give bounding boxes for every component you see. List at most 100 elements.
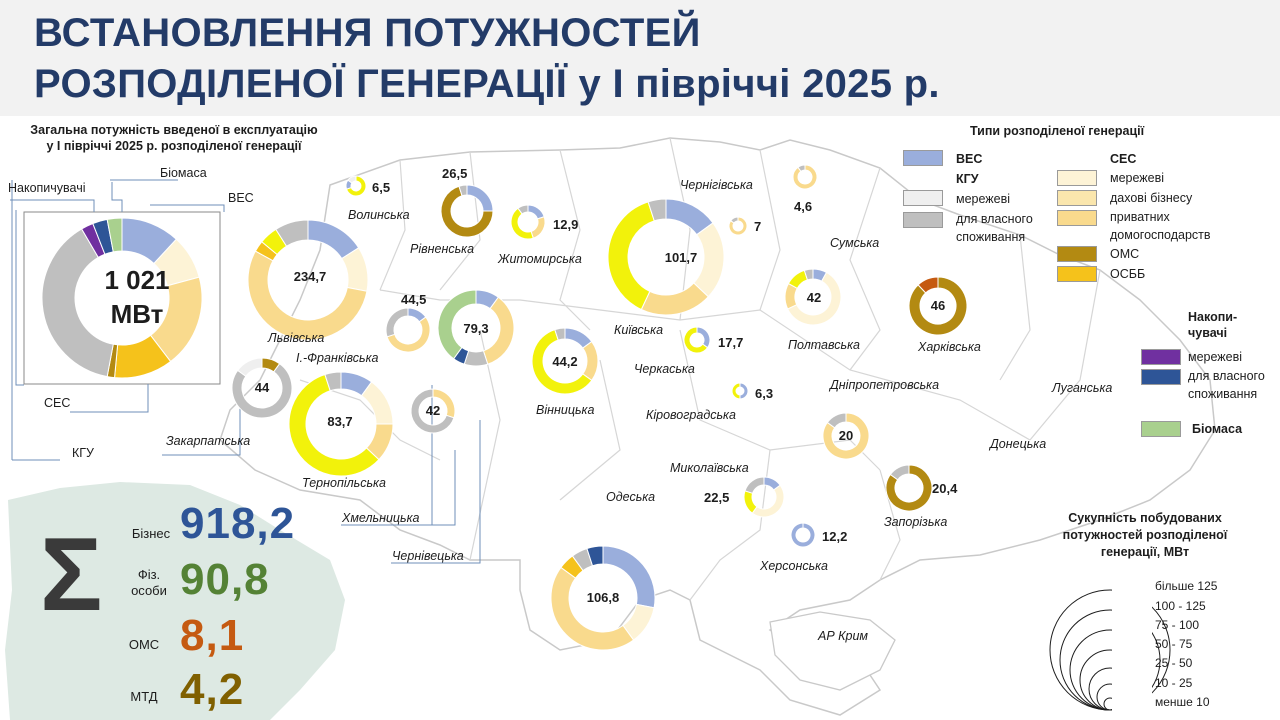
size-legend-title-line1: Сукупність побудованих (1068, 511, 1222, 525)
region-donut-kirovohrad (731, 382, 749, 400)
region-donut-volyn-segment (347, 175, 357, 184)
total-title-line-1: Загальна потужність введеної в експлуата… (30, 123, 318, 137)
region-label-poltava: Полтавська (788, 338, 860, 352)
region-donut-kharkiv-segment (917, 276, 939, 294)
legend-label-ses-home-line1: приватних (1110, 210, 1170, 224)
sum-value-business: 918,2 (180, 499, 296, 548)
size-legend-item: 10 - 25 (1155, 676, 1193, 690)
region-value-khmelnytskyi: 79,3 (463, 321, 489, 336)
legend-swatch-ses-osbb (1057, 266, 1097, 282)
region-donut-zaporizhzhia-segment (889, 464, 910, 481)
region-label-ternopil: Тернопільська (302, 476, 386, 490)
legend-label-ses-roof: дахові бізнесу (1110, 191, 1193, 205)
legend-label-kgu-own-line2: споживання (956, 230, 1026, 244)
region-value-poltava: 42 (806, 290, 822, 305)
legend-swatch-kgu-grid (903, 190, 943, 206)
legend-swatch-storage-grid (1141, 349, 1181, 365)
legend-label-biomass: Біомаса (1192, 422, 1243, 436)
region-value-ternopil: 83,7 (327, 414, 353, 429)
legend-swatch-ves (903, 150, 943, 166)
legend-label-storage-own: для власного споживання (1188, 367, 1265, 403)
region-value-kirovohrad: 6,3 (755, 386, 774, 401)
sum-label-individuals: Фіз. особи (124, 567, 174, 599)
region-label-crimea: АР Крим (818, 629, 868, 643)
legend-swatch-ses-oms (1057, 246, 1097, 262)
region-value-mykolaiv: 22,5 (704, 490, 730, 505)
region-label-chernivtsi: Чернівецька (392, 549, 464, 563)
region-donut-cherkasy (683, 326, 711, 354)
region-donut-zhytomyr (510, 204, 546, 240)
region-label-odesa: Одеська (606, 490, 656, 504)
region-label-zaporizhzhia: Запорізька (884, 515, 948, 529)
region-donut-chernihiv-segment (728, 216, 748, 236)
region-label-sumy: Сумська (830, 236, 880, 250)
donuts-layer (41, 164, 968, 651)
region-donut-lviv-segment (247, 250, 368, 341)
size-legend-item: менше 10 (1155, 695, 1210, 709)
region-donut-kharkiv-segment (908, 276, 968, 336)
page-title: ВСТАНОВЛЕННЯ ПОТУЖНОСТЕЙ РОЗПОДІЛЕНОЇ ГЕ… (34, 8, 940, 110)
total-donut-segment (106, 217, 123, 253)
region-label-kherson: Херсонська (760, 559, 828, 573)
region-label-mykolaiv: Миколаївська (670, 461, 749, 475)
total-capacity-value: 1 021 МВт (62, 263, 212, 331)
region-donut-zakarpattia-segment (237, 357, 263, 377)
legend-label-ses-oms: ОМС (1110, 247, 1140, 261)
sum-value-oms: 8,1 (180, 611, 245, 660)
region-donut-zakarpattia-segment (231, 363, 293, 419)
total-donut (41, 217, 203, 379)
region-donut-mykolaiv-segment (744, 476, 765, 494)
legend-label-ses-osbb: ОСББ (1110, 267, 1146, 281)
region-donut-vinnytsia (531, 327, 599, 395)
region-donut-rivne (440, 184, 494, 238)
region-donut-chernivtsi (410, 388, 456, 434)
region-value-cherkasy: 17,7 (718, 335, 744, 350)
sigma-symbol: Σ (40, 517, 103, 633)
callout-storage: Накопичувачі (8, 181, 86, 195)
size-legend-item: 100 - 125 (1155, 599, 1206, 613)
sum-value-mtd: 4,2 (180, 665, 245, 714)
legend-label-ses-home-line2: домогосподарств (1110, 228, 1211, 242)
size-legend-circles (1049, 575, 1171, 715)
region-label-zhytomyr: Житомирська (498, 252, 582, 266)
region-value-sumy: 4,6 (794, 199, 813, 214)
region-label-kyiv: Київська (614, 323, 664, 337)
total-capacity-title: Загальна потужність введеної в експлуата… (4, 122, 344, 154)
region-label-lviv: Львівська (268, 331, 325, 345)
legend-title: Типи розподіленої генерації (970, 124, 1145, 138)
region-donut-chernivtsi-segment (410, 388, 455, 434)
region-donut-zakarpattia (231, 357, 293, 419)
region-label-zakarpattia: Закарпатська (166, 434, 251, 448)
region-donut-kharkiv (908, 276, 968, 336)
total-title-line-2: у І півріччі 2025 р. розподіленої генера… (46, 139, 302, 153)
legend-label-storage-line1: Накопи- (1188, 310, 1238, 324)
region-donut-sumy (792, 164, 818, 190)
legend-swatch-ses-home (1057, 210, 1097, 226)
legend-swatch-storage-own (1141, 369, 1181, 385)
region-label-khmelnytskyi: Хмельницька (342, 511, 420, 525)
sum-label-mtd: МТД (130, 689, 158, 704)
region-donut-zaporizhzhia (885, 464, 933, 512)
callout-biomass: Біомаса (160, 166, 207, 180)
region-value-chernivtsi: 42 (425, 403, 441, 418)
region-donut-zhytomyr-segment (517, 204, 529, 215)
region-value-lviv: 234,7 (293, 269, 327, 284)
sum-value-individuals: 90,8 (180, 555, 270, 604)
region-value-zhytomyr: 12,9 (553, 217, 579, 232)
crimea-shape (769, 611, 896, 691)
region-donut-dnipro-segment (826, 412, 847, 429)
sum-label-oms: ОМС (128, 637, 160, 652)
size-legend-mask (1112, 575, 1152, 715)
legend-swatch-kgu-own (903, 212, 943, 228)
size-legend-item: 75 - 100 (1155, 618, 1200, 632)
sum-label-individuals-line1: Фіз. (137, 567, 161, 582)
region-donut-volyn-segment (345, 175, 367, 197)
total-value-number: 1 021 (104, 265, 170, 295)
region-donut-odesa (550, 545, 656, 651)
region-label-chernihiv: Чернігівська (680, 178, 753, 192)
legend-label-storage-grid: мережеві (1188, 350, 1243, 364)
region-donut-ternopil-segment (288, 373, 380, 477)
legend-label-storage: Накопи- чувачі (1188, 309, 1237, 341)
region-donut-chernihiv (728, 216, 748, 236)
